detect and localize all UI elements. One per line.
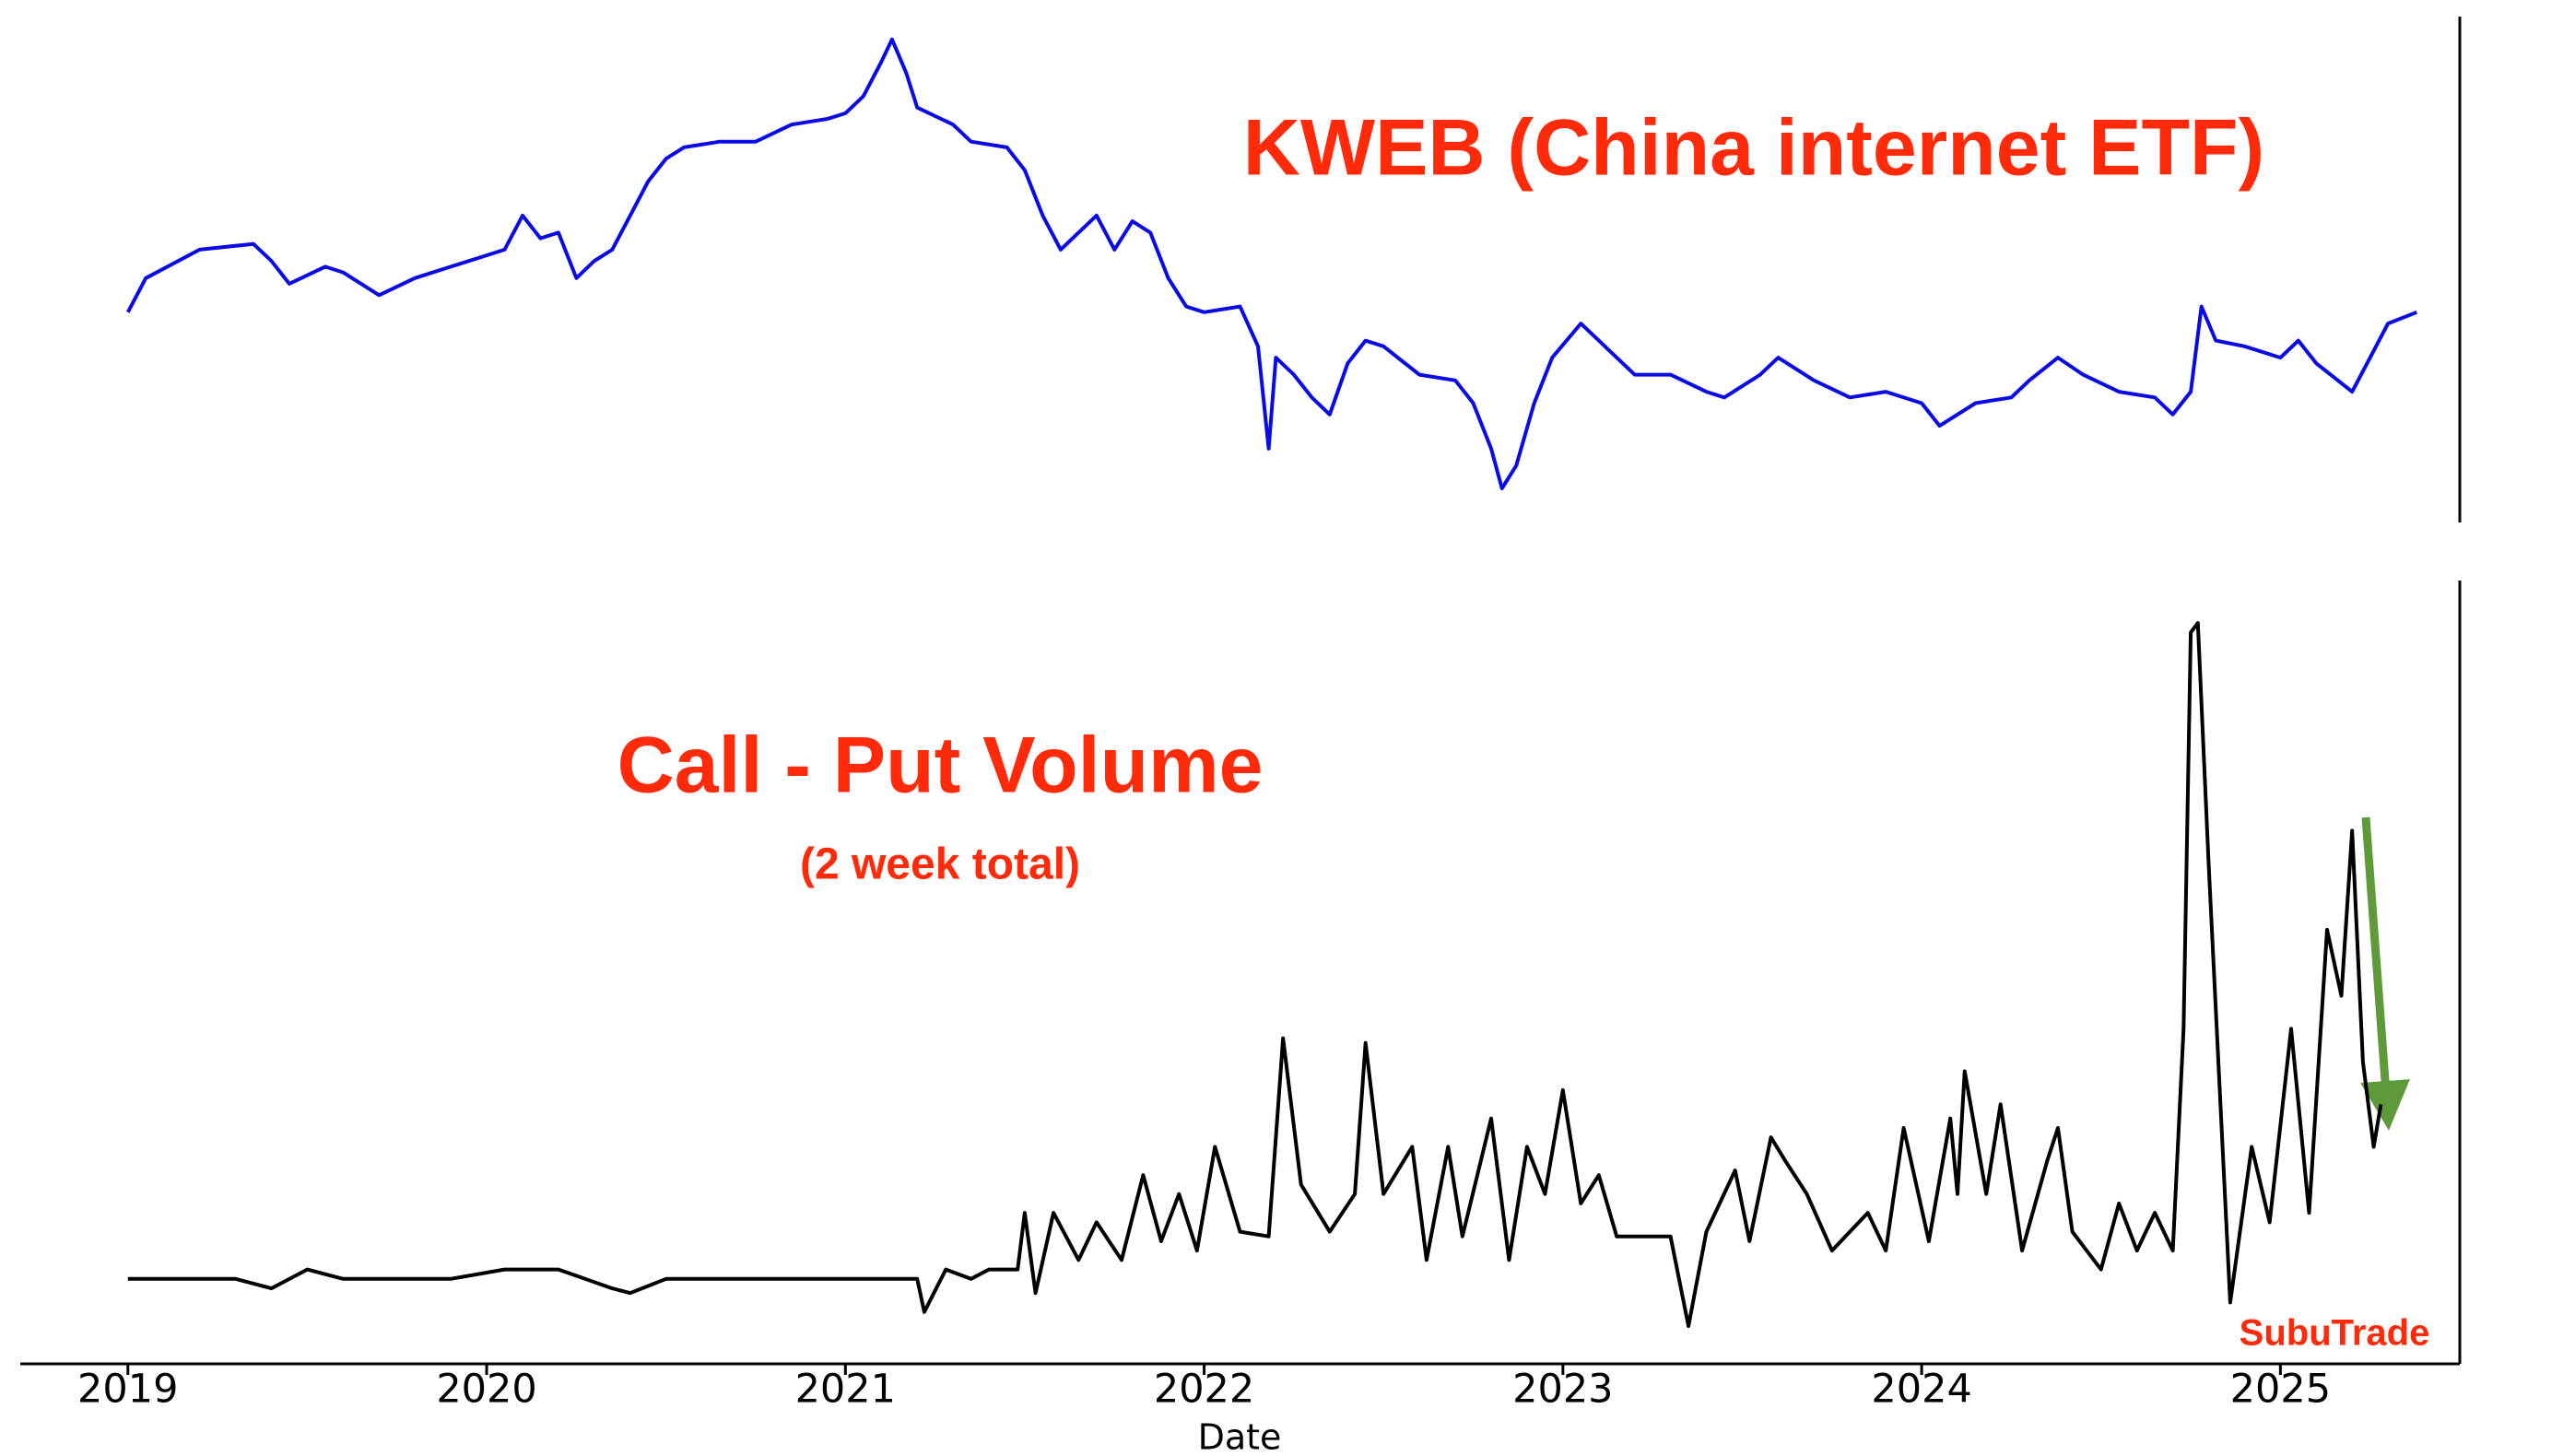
chart-title: KWEB (China internet ETF) (1243, 104, 2264, 193)
x-tick-label: 2022 (1154, 1367, 1254, 1413)
x-tick-label: 2025 (2230, 1367, 2331, 1413)
x-tick-label: 2023 (1512, 1367, 1613, 1413)
x-tick-label: 2021 (795, 1367, 896, 1413)
watermark: SubuTrade (2240, 1313, 2430, 1354)
line (126, 37, 2418, 490)
x-tick-label: 2020 (436, 1367, 536, 1413)
x-tick-label: 2024 (1871, 1367, 1971, 1413)
arrow (2360, 816, 2410, 1131)
x-tick-label: 2019 (77, 1367, 178, 1413)
chart-subtitle: (2 week total) (800, 840, 1080, 889)
x-axis-label: Date (1198, 1417, 1282, 1456)
chart-title: Call - Put Volume (617, 722, 1264, 810)
line (127, 621, 2383, 1328)
